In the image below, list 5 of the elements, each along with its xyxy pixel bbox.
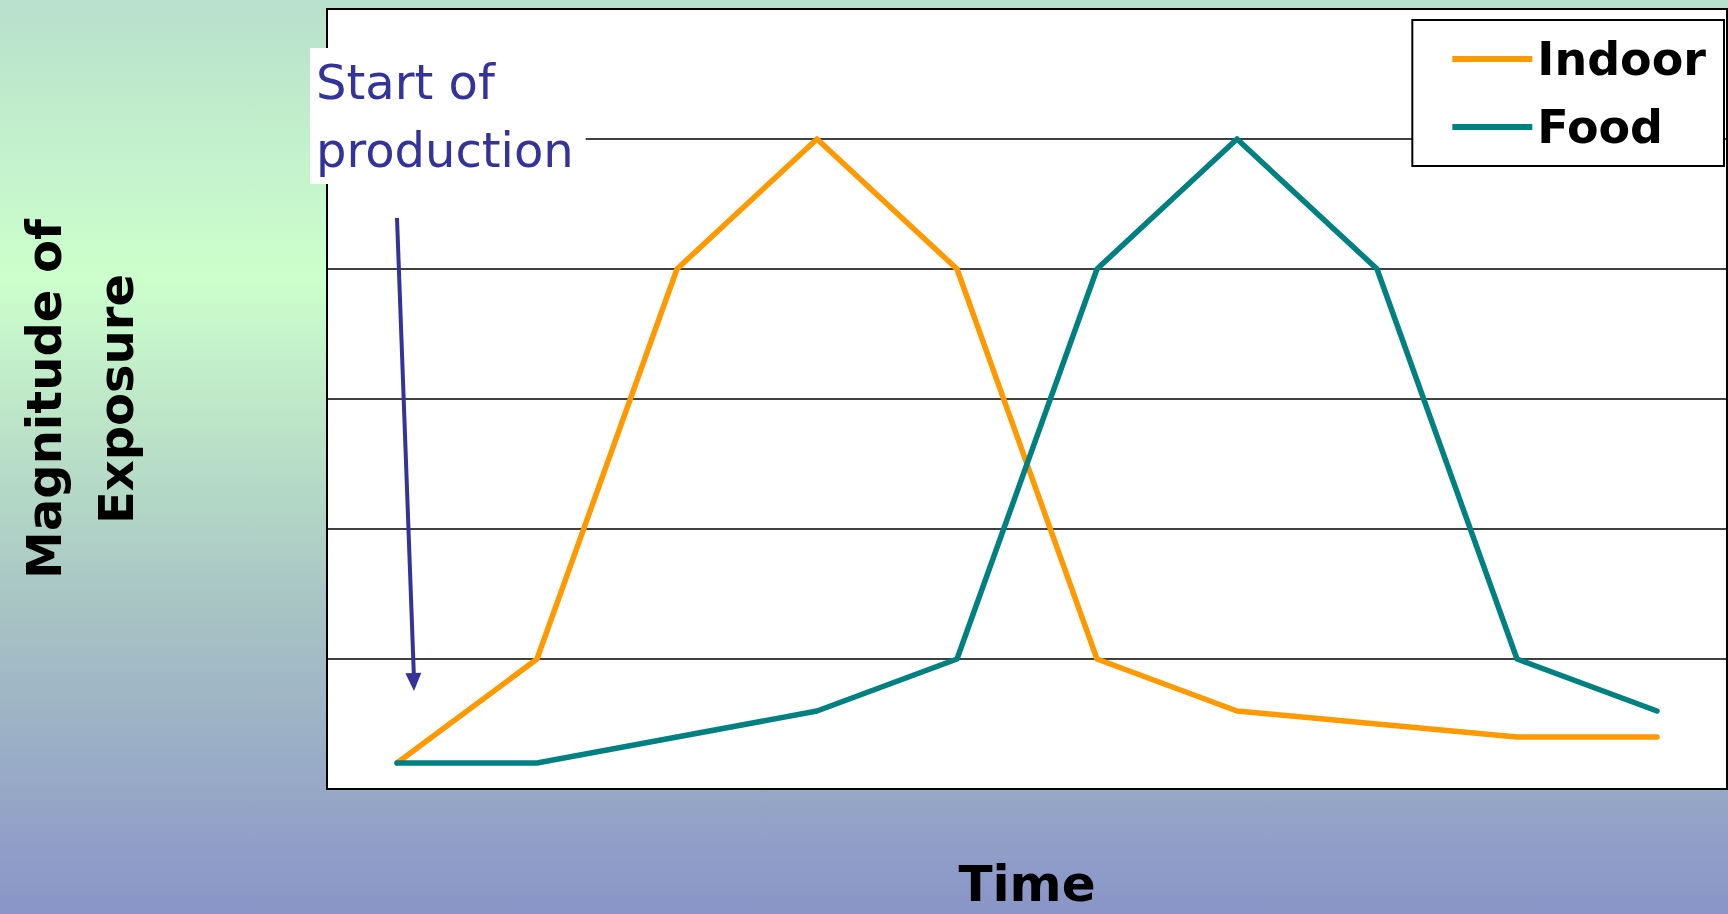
x-axis-title: Time [958, 855, 1096, 913]
legend-label: Indoor [1537, 32, 1707, 86]
legend-label: Food [1537, 100, 1664, 154]
annotation: Start of production [316, 54, 574, 178]
y-axis-title: Magnitude of Exposure [16, 218, 144, 579]
